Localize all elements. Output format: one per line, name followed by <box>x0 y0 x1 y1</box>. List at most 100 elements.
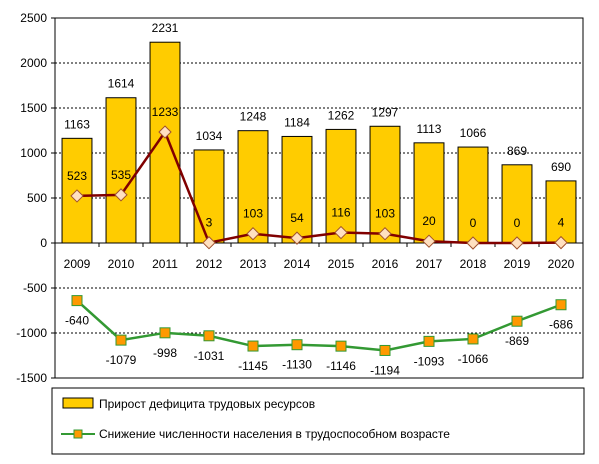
maroon-series-point <box>114 188 128 202</box>
y-tick-label: -1000 <box>16 326 47 340</box>
y-tick-label: -1500 <box>16 371 47 385</box>
bar <box>325 128 357 244</box>
green-series-point <box>291 339 303 351</box>
maroon-series-label: 54 <box>290 211 304 225</box>
x-tick-label: 2012 <box>196 257 223 271</box>
maroon-series-label: 103 <box>375 207 395 221</box>
green-series-point <box>511 315 523 327</box>
maroon-series-label: 103 <box>243 207 263 221</box>
maroon-series-label: 20 <box>422 214 436 228</box>
green-series-point <box>115 334 127 346</box>
bar-value-label: 690 <box>551 160 571 174</box>
green-series-point <box>335 340 347 352</box>
legend-line-marker <box>73 429 83 439</box>
x-tick-label: 2015 <box>328 257 355 271</box>
bar <box>61 137 93 244</box>
green-series-label: -1145 <box>238 359 268 373</box>
bar-value-label: 2231 <box>152 21 179 35</box>
maroon-series-label: 116 <box>331 206 350 220</box>
green-series-point <box>71 295 83 307</box>
y-tick-label: 1000 <box>20 146 47 160</box>
bar <box>457 146 489 244</box>
legend-bar-swatch <box>62 397 94 409</box>
legend-bar-label: Прирост дефицита трудовых ресурсов <box>99 397 315 411</box>
bar-value-label: 1163 <box>64 117 90 131</box>
green-series-label: -998 <box>153 346 177 360</box>
bar <box>149 41 181 244</box>
green-series-point <box>467 333 479 345</box>
maroon-series-point <box>290 231 304 245</box>
maroon-series-point <box>246 227 260 241</box>
maroon-series-label: 4 <box>558 216 565 230</box>
green-series-label: -869 <box>505 334 529 348</box>
maroon-series-point <box>334 225 348 240</box>
bar-value-label: 1034 <box>196 129 223 143</box>
bar-value-label: 1614 <box>108 77 135 91</box>
green-series-point <box>555 299 567 311</box>
bar <box>105 97 137 244</box>
bar <box>501 164 533 244</box>
green-series-point <box>247 340 259 352</box>
bar <box>545 180 577 244</box>
legend: Прирост дефицита трудовых ресурсов Сниже… <box>51 387 585 455</box>
x-tick-label: 2013 <box>240 257 267 271</box>
x-tick-label: 2016 <box>372 257 399 271</box>
bar-series <box>61 41 577 244</box>
green-series-label: -1079 <box>106 353 137 367</box>
maroon-series-label: 0 <box>470 216 477 230</box>
maroon-series-point <box>554 235 568 250</box>
x-tick-label: 2019 <box>504 257 531 271</box>
green-series-label: -1194 <box>370 363 400 377</box>
maroon-series-point <box>422 234 436 248</box>
green-series-label: -1066 <box>458 352 489 366</box>
legend-line-label: Снижение численности населения в трудосп… <box>99 427 450 441</box>
maroon-series-line <box>76 129 562 245</box>
grid-lines <box>54 17 584 379</box>
bar <box>369 125 401 244</box>
maroon-series-point <box>202 236 216 250</box>
green-series-label: -1031 <box>194 349 225 363</box>
green-series-label: -1146 <box>326 359 356 373</box>
green-series-label: -1093 <box>414 354 445 368</box>
green-series-label: -640 <box>65 314 89 328</box>
maroon-series-label: 535 <box>111 168 131 182</box>
green-series-point <box>423 335 435 347</box>
x-tick-label: 2018 <box>460 257 487 271</box>
bar <box>413 142 445 244</box>
y-tick-label: 2500 <box>20 11 47 25</box>
green-series-label: -686 <box>549 318 573 332</box>
y-tick-label: 1500 <box>20 101 47 115</box>
maroon-series-point <box>510 236 524 250</box>
maroon-series-label: 0 <box>514 216 521 230</box>
maroon-series-label: 1233 <box>152 105 179 119</box>
y-tick-label: 500 <box>27 191 47 205</box>
legend-box <box>51 387 585 455</box>
maroon-series-point <box>378 227 392 241</box>
maroon-series-label: 3 <box>206 216 213 230</box>
bar <box>237 130 269 244</box>
maroon-series-point <box>466 236 480 250</box>
green-series-line <box>76 299 562 352</box>
green-series-point <box>159 327 171 339</box>
y-tick-label: 0 <box>40 236 47 250</box>
maroon-series-point <box>70 189 84 203</box>
bar-value-label: 1184 <box>284 115 310 129</box>
maroon-series-point <box>158 125 172 139</box>
bar-value-label: 1248 <box>240 110 267 124</box>
y-tick-label: 2000 <box>20 56 47 70</box>
bar-value-label: 1297 <box>372 105 399 119</box>
bar <box>281 135 313 244</box>
green-series-point <box>203 330 215 342</box>
x-tick-label: 2014 <box>284 257 311 271</box>
x-tick-label: 2017 <box>416 257 443 271</box>
x-tick-label: 2010 <box>108 257 135 271</box>
maroon-series-label: 523 <box>67 169 87 183</box>
x-tick-label: 2011 <box>152 257 178 271</box>
bar <box>193 149 225 244</box>
bar-value-label: 1066 <box>460 126 487 140</box>
bar-value-label: 869 <box>507 144 527 158</box>
line-series <box>70 125 568 356</box>
